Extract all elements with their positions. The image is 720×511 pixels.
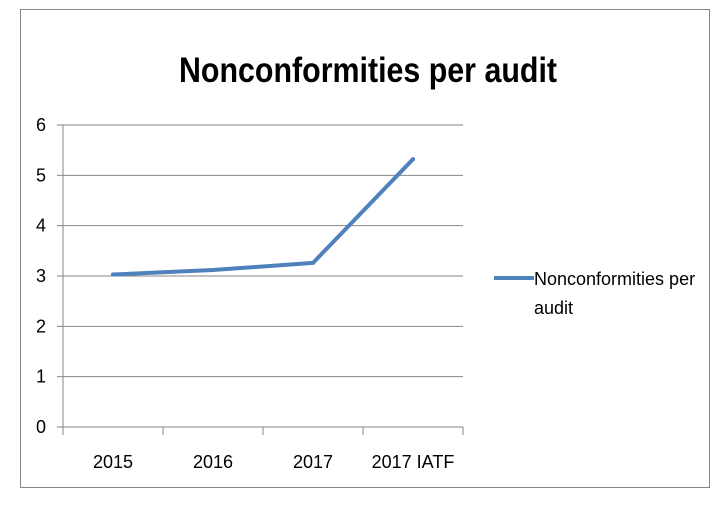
x-tick-label: 2015 (93, 452, 133, 472)
legend: Nonconformities per audit (494, 269, 695, 318)
chart-title: Nonconformities per audit (179, 51, 557, 90)
x-tick-label: 2017 (293, 452, 333, 472)
y-tick-label: 2 (36, 316, 46, 336)
legend-label: Nonconformities per (534, 269, 695, 289)
y-tick-label: 6 (36, 115, 46, 135)
y-tick-labels: 0 1 2 3 4 5 6 (36, 115, 46, 437)
y-tick-label: 0 (36, 417, 46, 437)
series-line-0 (111, 157, 415, 277)
data-point (211, 267, 215, 272)
data-point (311, 260, 315, 265)
chart-frame (20, 9, 710, 488)
x-tick-label: 2016 (193, 452, 233, 472)
y-tick-label: 4 (36, 216, 46, 236)
gridlines (63, 124, 463, 378)
axes (57, 124, 464, 435)
x-tick-labels: 2015 2016 2017 2017 IATF (93, 452, 454, 472)
data-point (111, 272, 115, 277)
series-group (111, 157, 415, 277)
x-tick-label: 2017 IATF (372, 452, 455, 472)
legend-label: audit (534, 298, 573, 318)
y-tick-label: 3 (36, 266, 46, 286)
y-tick-label: 5 (36, 165, 46, 185)
data-point (411, 157, 415, 162)
y-tick-label: 1 (36, 367, 46, 387)
